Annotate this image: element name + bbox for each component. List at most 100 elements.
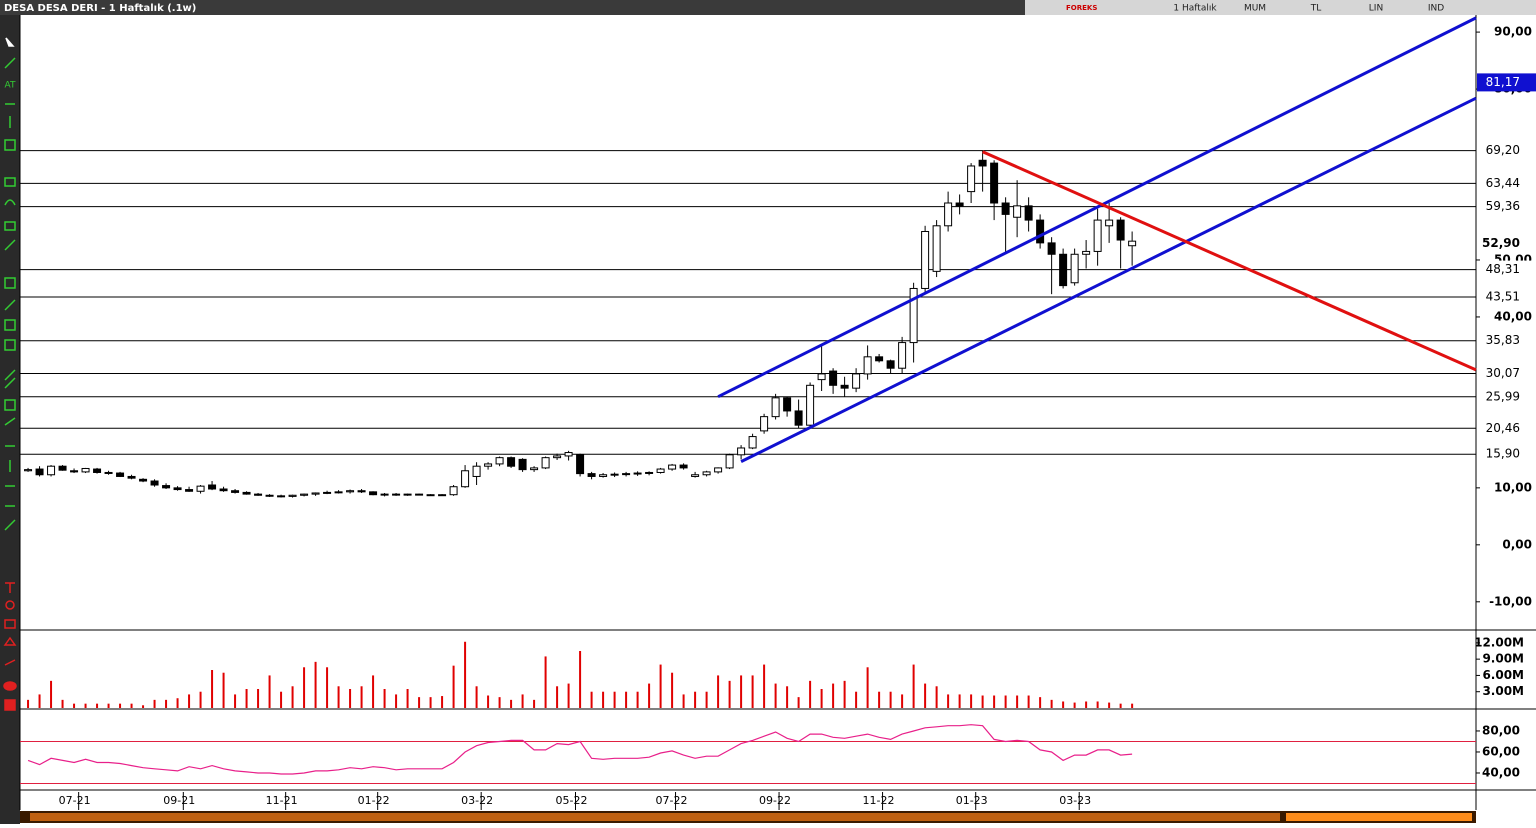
volume-bar xyxy=(383,689,386,708)
volume-bar xyxy=(337,686,340,708)
candle-body xyxy=(208,484,217,490)
candle-body xyxy=(254,493,263,496)
candle-body xyxy=(196,485,205,492)
x-tick-label: 05-22 xyxy=(555,794,587,807)
candle-body xyxy=(829,370,838,386)
candle-body xyxy=(587,473,596,477)
level-label-box xyxy=(1477,387,1536,406)
volume-bar xyxy=(406,689,409,708)
menu-item: 1 Haftalık xyxy=(1173,4,1217,14)
volume-tick-label: 9.00M xyxy=(1482,652,1524,666)
candle-body xyxy=(35,468,44,476)
candle-body xyxy=(1105,219,1114,227)
candle-body xyxy=(116,472,125,477)
candle-body xyxy=(415,493,424,496)
volume-bar xyxy=(1131,703,1134,708)
candle-body xyxy=(173,487,182,491)
last-price-box xyxy=(1477,234,1536,253)
candle-body xyxy=(93,468,102,473)
trend-line xyxy=(740,96,1477,463)
candle-body xyxy=(852,373,861,389)
volume-bar xyxy=(671,672,674,708)
volume-bar xyxy=(682,694,685,708)
x-tick-label: 07-21 xyxy=(59,794,91,807)
candle-body xyxy=(909,287,918,344)
volume-bar xyxy=(61,699,64,708)
candle-body xyxy=(47,465,56,476)
candle-body xyxy=(81,467,90,473)
scrollbar-thumb[interactable] xyxy=(1286,813,1472,821)
x-tick-label: 03-22 xyxy=(461,794,493,807)
volume-bar xyxy=(464,641,467,708)
volume-bar xyxy=(107,703,110,708)
candle-body xyxy=(794,410,803,426)
candle-body xyxy=(162,485,171,489)
volume-bar xyxy=(73,703,76,708)
level-label-box xyxy=(1477,419,1536,438)
volume-bar xyxy=(96,703,99,708)
x-tick-label: 01-22 xyxy=(358,794,390,807)
candle-body xyxy=(472,465,481,477)
candle-body xyxy=(150,480,159,486)
volume-bar xyxy=(475,686,478,708)
volume-bar xyxy=(579,651,582,708)
candle-body xyxy=(633,472,642,475)
candle-body xyxy=(645,471,654,474)
candle-body xyxy=(334,491,343,494)
volume-tick-label: 6.00M xyxy=(1482,668,1524,682)
volume-bar xyxy=(878,691,881,708)
volume-bar xyxy=(1027,695,1030,708)
candle-body xyxy=(990,162,999,204)
volume-bar xyxy=(119,703,122,708)
level-label: 69,20 xyxy=(1486,143,1520,157)
level-label-box xyxy=(1477,287,1536,306)
volume-bar xyxy=(84,703,87,708)
volume-bar xyxy=(717,675,720,708)
trend-line xyxy=(717,16,1477,399)
volume-bar xyxy=(924,683,927,708)
candle-body xyxy=(576,454,585,475)
candle-body xyxy=(955,202,964,207)
volume-bar xyxy=(993,695,996,708)
candle-body xyxy=(1128,240,1137,247)
volume-bar xyxy=(843,680,846,708)
candle-body xyxy=(783,397,792,412)
candle-body xyxy=(564,452,573,457)
volume-bar xyxy=(38,694,41,708)
volume-bar xyxy=(303,667,306,708)
candle-body xyxy=(737,447,746,456)
menu-item: TL xyxy=(1310,4,1322,14)
volume-bar xyxy=(1108,702,1111,708)
volume-bar xyxy=(188,694,191,708)
volume-bar xyxy=(659,664,662,708)
candle-body xyxy=(392,493,401,496)
volume-bar xyxy=(165,699,168,708)
candle-body xyxy=(656,468,665,473)
candle-body xyxy=(863,356,872,375)
rsi-tick-label: 60,00 xyxy=(1482,744,1520,758)
candle-body xyxy=(484,463,493,467)
x-tick-label: 11-22 xyxy=(863,794,895,807)
volume-bar xyxy=(544,656,547,708)
volume-bar xyxy=(855,691,858,708)
candle-body xyxy=(518,458,527,471)
volume-bar xyxy=(372,675,375,708)
candle-body xyxy=(679,464,688,469)
toolbar-icons xyxy=(4,37,16,531)
volume-bar xyxy=(901,694,904,708)
y-tick-label: 90,00 xyxy=(1494,25,1532,39)
volume-bar xyxy=(958,694,961,708)
candle-body xyxy=(760,416,769,432)
candle-body xyxy=(185,489,194,492)
candle-body xyxy=(1059,253,1068,287)
y-tick-label: 40,00 xyxy=(1494,309,1532,323)
candle-body xyxy=(277,495,286,498)
candle-body xyxy=(530,467,539,471)
level-label-box xyxy=(1477,141,1536,160)
rsi-line xyxy=(27,724,1133,775)
candle-body xyxy=(231,490,240,493)
volume-bar xyxy=(1062,701,1065,708)
candle-body xyxy=(438,494,447,497)
level-label-box xyxy=(1477,445,1536,464)
candle-body xyxy=(702,471,711,476)
